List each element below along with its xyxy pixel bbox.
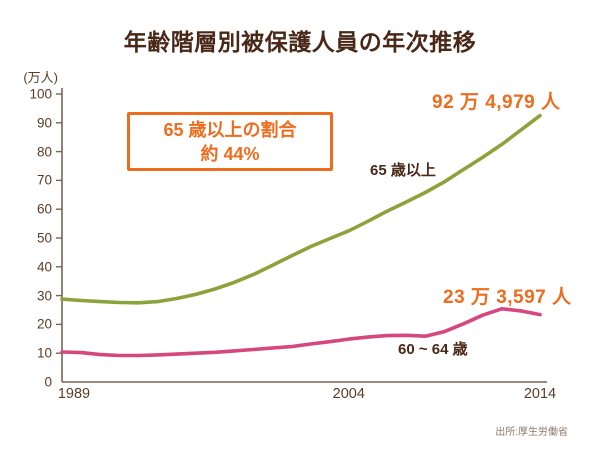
y-tick-label: 70 bbox=[36, 172, 52, 188]
final-value-label-60-to-64: 23 万 3,597 人 bbox=[443, 287, 572, 308]
y-tick-label: 90 bbox=[36, 115, 52, 131]
annotation-callout-box: 65 歳以上の割合 約 44% bbox=[127, 112, 333, 171]
y-tick-label: 10 bbox=[36, 345, 52, 361]
x-tick-label: 2014 bbox=[523, 386, 557, 402]
y-tick-label: 20 bbox=[36, 316, 52, 332]
source-credit: 出所:厚生労働省 bbox=[495, 427, 568, 438]
series-line-65-and-over bbox=[60, 113, 542, 305]
x-tick-label: 1989 bbox=[57, 386, 91, 402]
annotation-line1: 65 歳以上の割合 bbox=[163, 120, 297, 140]
chart-title: 年齢階層別被保護人員の年次推移 bbox=[123, 29, 477, 55]
y-tick-label: 80 bbox=[36, 144, 52, 160]
y-tick-label: 0 bbox=[44, 374, 52, 390]
annotation-line2: 約 44% bbox=[200, 144, 260, 164]
y-tick-label: 30 bbox=[36, 288, 52, 304]
y-tick-label: 60 bbox=[36, 201, 52, 217]
y-tick-label: 100 bbox=[29, 86, 52, 102]
y-axis-unit-label: (万人) bbox=[23, 70, 58, 85]
x-tick-label: 2004 bbox=[332, 386, 365, 402]
series-label-65-and-over: 65 歳以上 bbox=[370, 162, 436, 179]
y-tick-label: 50 bbox=[36, 230, 52, 246]
series-line-60-to-64 bbox=[60, 307, 542, 358]
final-value-label-65-and-over: 92 万 4,979 人 bbox=[432, 92, 561, 113]
y-tick-label: 40 bbox=[36, 259, 52, 275]
series-label-60-to-64: 60 ~ 64 歳 bbox=[398, 341, 468, 358]
